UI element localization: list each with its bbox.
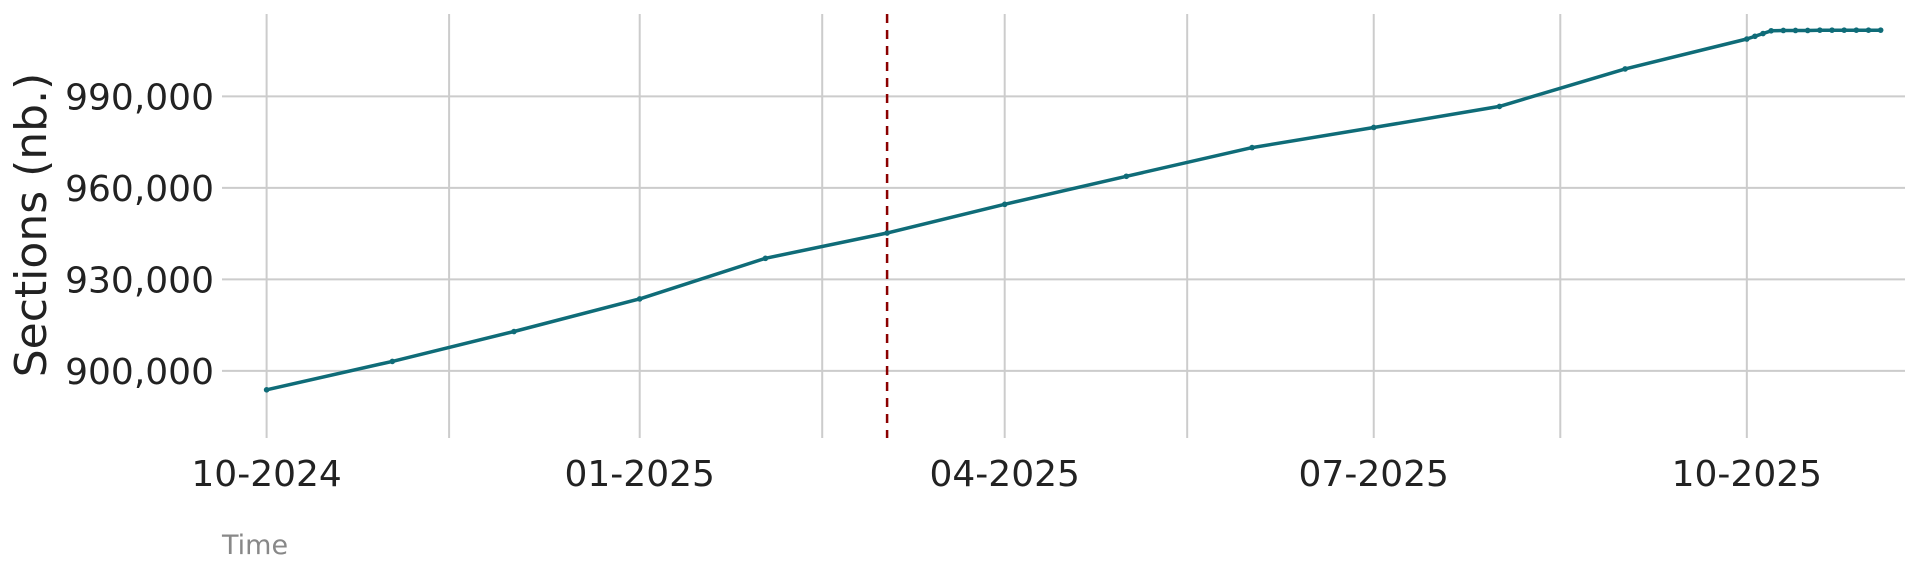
x-tick-label: 07-2025 [1299,454,1449,495]
y-axis-title: Sections (nb.) [6,73,57,378]
x-axis-title: Time [221,530,288,561]
data-point [884,230,890,236]
data-point [1760,30,1766,37]
x-tick-label: 10-2025 [1672,454,1822,495]
series-group [263,27,1884,393]
data-point [1792,27,1799,34]
data-point [1841,27,1847,33]
data-point [1744,36,1750,42]
x-axis-tick-labels: 10-2024 01-2025 04-2025 07-2025 10-2025 [191,454,1822,495]
data-point [1123,173,1130,180]
data-point [1829,27,1835,33]
data-point [1001,201,1008,208]
data-point [1622,66,1628,72]
grid [222,14,1905,438]
data-point [1780,27,1787,34]
data-point [389,358,396,365]
data-point [1752,33,1758,40]
data-point [1865,27,1872,33]
data-point [1249,144,1255,151]
data-point [1496,103,1503,110]
x-tick-label: 01-2025 [564,454,714,495]
data-point [636,296,643,302]
data-point [1817,27,1823,33]
y-axis-tick-labels: 900,000 930,000 960,000 990,000 [65,77,214,393]
x-tick-label: 10-2024 [191,454,341,495]
data-point [263,387,270,393]
data-point [1853,27,1860,33]
x-tick-label: 04-2025 [929,454,1079,495]
series-line [264,28,1883,392]
data-point [1768,27,1774,34]
data-point [1370,124,1377,131]
y-tick-label: 900,000 [65,352,214,393]
y-tick-label: 960,000 [65,169,214,210]
y-tick-label: 930,000 [65,260,214,301]
y-tick-label: 990,000 [65,77,214,118]
data-point [511,328,517,335]
data-point [762,255,769,262]
data-point [1804,27,1811,34]
data-point [1877,27,1884,33]
